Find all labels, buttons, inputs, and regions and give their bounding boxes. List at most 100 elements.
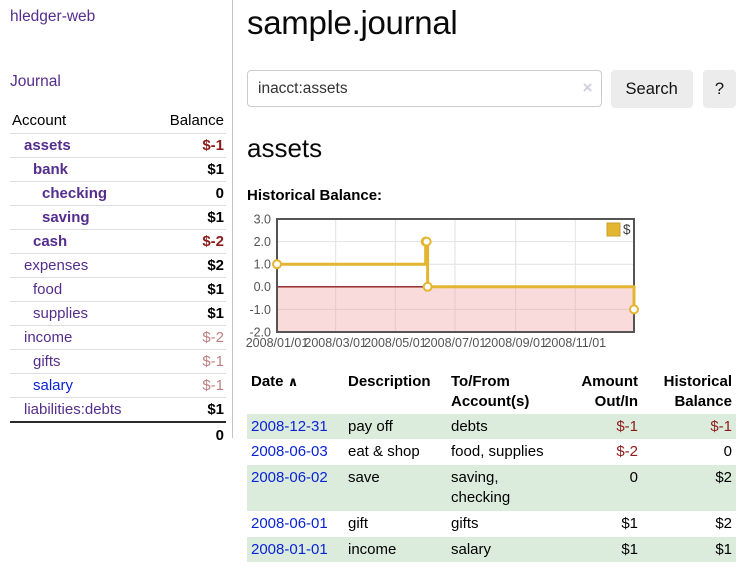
account-row: bank $1 — [10, 157, 226, 181]
register-balance: 0 — [723, 443, 732, 461]
account-row: supplies $1 — [10, 301, 226, 325]
register-accounts: debts — [447, 413, 559, 440]
register-date-link[interactable]: 2008-06-02 — [251, 469, 328, 487]
svg-text:0.0: 0.0 — [254, 280, 271, 294]
sidebar-account-cash[interactable]: cash — [33, 233, 68, 250]
register-amount: 0 — [559, 465, 642, 511]
svg-text:$: $ — [623, 222, 631, 237]
register-header-row: Date ∧ Description To/From Account(s) Am… — [247, 370, 736, 414]
sidebar-account-salary[interactable]: salary — [33, 377, 74, 394]
svg-text:2008/03/01: 2008/03/01 — [304, 336, 367, 350]
sort-asc-icon: ∧ — [287, 374, 299, 389]
account-tree: Account Balance assets $-1 bank $1 checking 0… — [10, 108, 226, 448]
register-amount: $-1 — [559, 413, 642, 440]
account-heading: assets — [247, 133, 323, 163]
nav-journal-link[interactable]: Journal — [10, 73, 61, 90]
register-description: income — [344, 536, 447, 563]
search-form: × Search ? — [247, 70, 736, 108]
sidebar-account-saving[interactable]: saving — [42, 209, 90, 226]
search-button[interactable]: Search — [610, 70, 693, 108]
account-row: gifts $-1 — [10, 349, 226, 373]
sidebar-account-checking[interactable]: checking — [42, 185, 108, 202]
account-balance: 0 — [215, 185, 224, 202]
register-accounts: food, supplies — [451, 443, 544, 461]
register-amount: $-2 — [616, 443, 638, 461]
svg-text:2008/01/01: 2008/01/01 — [246, 336, 309, 350]
svg-text:1.0: 1.0 — [254, 258, 271, 272]
register-date-link[interactable]: 2008-01-01 — [251, 540, 328, 558]
register-description: gift — [348, 514, 369, 532]
register-accounts: salary — [447, 536, 559, 563]
account-balance: $-2 — [202, 329, 224, 346]
account-total: 0 — [10, 421, 226, 448]
account-row: income $-2 — [10, 325, 226, 349]
main-panel: sample.journal × Search ? assets Histori… — [244, 0, 736, 563]
column-header-accounts: To/From Account(s) — [451, 373, 530, 410]
register-date-link[interactable]: 2008-06-03 — [251, 443, 328, 461]
register-balance: $2 — [642, 465, 736, 511]
account-balance: $-1 — [202, 137, 224, 154]
account-balance: $1 — [207, 161, 224, 178]
account-row: food $1 — [10, 277, 226, 301]
sidebar-account-income[interactable]: income — [24, 329, 73, 346]
sidebar-account-supplies[interactable]: supplies — [33, 305, 89, 322]
account-balance: $1 — [207, 401, 224, 418]
clear-search-icon[interactable]: × — [582, 78, 593, 97]
account-balance: $1 — [207, 281, 224, 298]
account-row: assets $-1 — [10, 133, 226, 157]
register-row: 2008-06-01 gift gifts $1 $2 — [247, 511, 736, 537]
sidebar-account-gifts[interactable]: gifts — [33, 353, 61, 370]
register-balance: $1 — [642, 536, 736, 563]
account-balance: $1 — [207, 209, 224, 226]
sidebar-account-bank[interactable]: bank — [33, 161, 69, 178]
help-button[interactable]: ? — [702, 70, 736, 108]
sidebar-account-liabilities:debts[interactable]: liabilities:debts — [24, 401, 122, 418]
column-header-balance: Historical Balance — [663, 373, 732, 410]
register-description: pay off — [344, 413, 447, 440]
svg-text:2008/11/01: 2008/11/01 — [544, 336, 606, 350]
register-date-link[interactable]: 2008-12-31 — [251, 417, 328, 435]
account-balance: $1 — [207, 305, 224, 322]
column-header-date[interactable]: Date ∧ — [251, 373, 299, 390]
account-row: saving $1 — [10, 205, 226, 229]
sidebar-account-expenses[interactable]: expenses — [24, 257, 89, 274]
svg-text:-1.0: -1.0 — [249, 303, 271, 317]
register-row: 2008-01-01 income salary $1 $1 — [247, 536, 736, 563]
svg-text:3.0: 3.0 — [254, 212, 271, 226]
sidebar: hledger-web Journal Account Balance asse… — [0, 0, 233, 444]
svg-text:2.0: 2.0 — [254, 235, 271, 249]
account-tree-header: Account Balance — [10, 108, 226, 133]
register-row: 2008-06-02 save saving, checking 0 $2 — [247, 465, 736, 511]
brand-link[interactable]: hledger-web — [10, 8, 96, 25]
register-description: save — [344, 465, 447, 511]
account-row: expenses $2 — [10, 253, 226, 277]
register-description: eat & shop — [348, 443, 420, 461]
svg-text:2008/07/01: 2008/07/01 — [424, 336, 487, 350]
register-balance: $2 — [715, 514, 732, 532]
register-table: Date ∧ Description To/From Account(s) Am… — [247, 370, 736, 563]
account-row: salary $-1 — [10, 373, 226, 397]
register-row: 2008-06-03 eat & shop food, supplies $-2 0 — [247, 439, 736, 465]
svg-text:2008/05/01: 2008/05/01 — [364, 336, 427, 350]
svg-text:2008/09/01: 2008/09/01 — [484, 336, 547, 350]
balance-column-header: Balance — [169, 112, 224, 129]
account-balance: $-2 — [202, 233, 224, 250]
column-header-amount: Amount Out/In — [581, 373, 638, 410]
page-title: sample.journal — [247, 4, 458, 41]
sidebar-account-food[interactable]: food — [33, 281, 63, 298]
account-column-header: Account — [12, 112, 67, 129]
register-row: 2008-12-31 pay off debts $-1 $-1 — [247, 413, 736, 440]
register-balance: $-1 — [642, 413, 736, 440]
register-accounts: saving, checking — [447, 465, 559, 511]
register-accounts: gifts — [451, 514, 479, 532]
historical-balance-chart[interactable]: $3.0 2.0 1.0 0.0 -1.0 -2.0 2008/01/01 2008/03/0… — [244, 210, 640, 358]
account-row: checking 0 — [10, 181, 226, 205]
account-balance: $2 — [207, 257, 224, 274]
register-date-link[interactable]: 2008-06-01 — [251, 514, 328, 532]
chart-title: Historical Balance: — [247, 187, 383, 204]
sidebar-account-assets[interactable]: assets — [24, 137, 71, 154]
search-input[interactable] — [247, 70, 602, 107]
chart-svg: $3.0 2.0 1.0 0.0 -1.0 -2.02008/01/012008/03/0… — [246, 212, 639, 350]
account-row: liabilities:debts $1 — [10, 397, 226, 421]
